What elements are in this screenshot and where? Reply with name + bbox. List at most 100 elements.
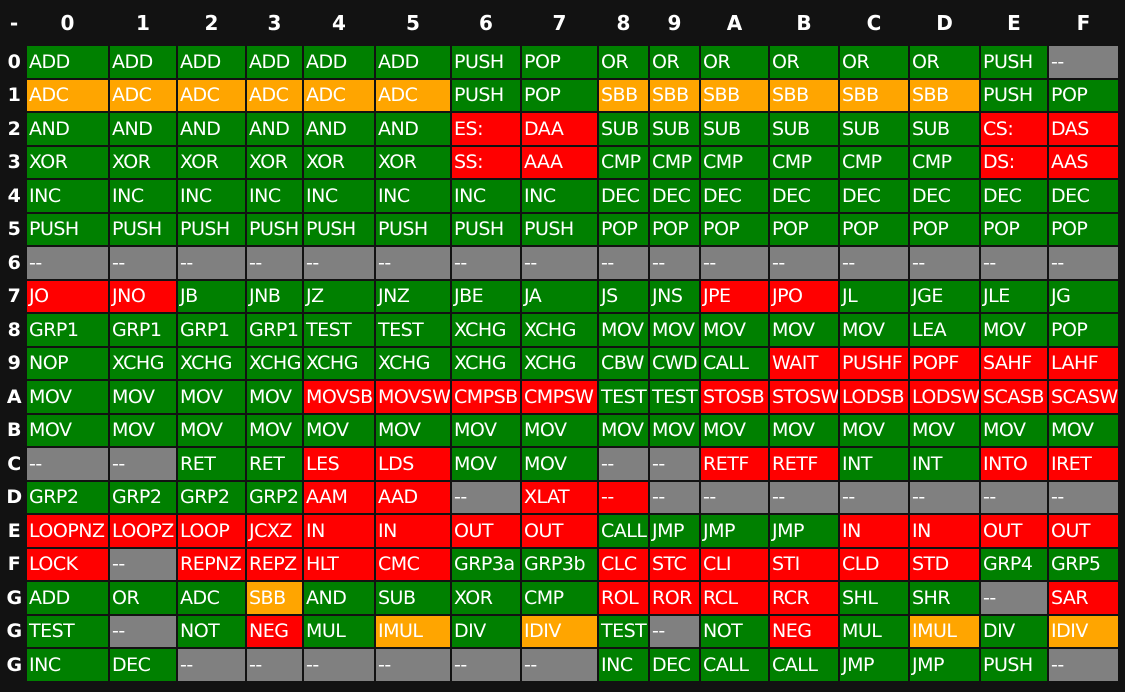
opcode-cell: POP: [1049, 79, 1118, 111]
opcode-cell: OUT: [522, 515, 597, 547]
opcode-cell: MOV: [701, 314, 768, 346]
opcode-cell: STC: [650, 548, 699, 580]
opcode-cell: --: [599, 247, 648, 279]
opcode-cell: TEST: [27, 615, 108, 647]
opcode-cell: INC: [452, 180, 520, 212]
opcode-cell: SUB: [599, 113, 648, 145]
opcode-cell: --: [110, 615, 176, 647]
opcode-cell: DIV: [981, 615, 1047, 647]
opcode-cell: CMP: [701, 146, 768, 178]
opcode-cell: GRP1: [178, 314, 245, 346]
opcode-cell: PUSH: [522, 213, 597, 245]
opcode-cell: POP: [910, 213, 979, 245]
opcode-cell: JG: [1049, 280, 1118, 312]
opcode-cell: INC: [522, 180, 597, 212]
row-header: 2: [7, 117, 21, 140]
opcode-cell: AND: [110, 113, 176, 145]
opcode-cell: SBB: [650, 79, 699, 111]
opcode-cell: CMC: [376, 548, 450, 580]
table-row: 9 NOP XCHG XCHG XCHG XCHG XCHG XCHG XCHG CBW CWD CA…: [3, 347, 1118, 379]
opcode-cell: NOT: [701, 615, 768, 647]
opcode-cell: XCHG: [110, 347, 176, 379]
opcode-cell: --: [981, 582, 1047, 614]
opcode-cell: --: [650, 247, 699, 279]
row-header: A: [6, 385, 22, 408]
opcode-cell: CLD: [840, 548, 908, 580]
opcode-cell: XCHG: [522, 314, 597, 346]
opcode-cell: --: [522, 247, 597, 279]
opcode-cell: XCHG: [452, 347, 520, 379]
column-header: -: [9, 11, 19, 35]
opcode-cell: LAHF: [1049, 347, 1118, 379]
opcode-cell: XOR: [27, 146, 108, 178]
column-header: 8: [616, 11, 631, 35]
opcode-cell: JZ: [304, 280, 374, 312]
row-header: E: [7, 519, 21, 542]
opcode-cell: GRP2: [247, 481, 302, 513]
opcode-cell: IN: [910, 515, 979, 547]
opcode-cell: AAA: [522, 146, 597, 178]
opcode-cell: GRP1: [247, 314, 302, 346]
opcode-cell: CMP: [840, 146, 908, 178]
opcode-cell: MOV: [840, 414, 908, 446]
opcode-cell: JMP: [840, 649, 908, 681]
row-header: 7: [7, 285, 21, 308]
opcode-cell: ADC: [27, 79, 108, 111]
opcode-cell: PUSH: [981, 79, 1047, 111]
opcode-cell: DEC: [650, 180, 699, 212]
opcode-cell: --: [701, 247, 768, 279]
column-header: 3: [267, 11, 282, 35]
opcode-cell: SHR: [910, 582, 979, 614]
opcode-cell: --: [304, 247, 374, 279]
opcode-cell: RET: [247, 448, 302, 480]
opcode-cell: INC: [110, 180, 176, 212]
opcode-cell: MOV: [247, 414, 302, 446]
opcode-cell: TEST: [599, 615, 648, 647]
opcode-cell: STOSB: [701, 381, 768, 413]
opcode-cell: IDIV: [522, 615, 597, 647]
opcode-cell: --: [247, 247, 302, 279]
opcode-cell: XCHG: [452, 314, 520, 346]
opcode-cell: SBB: [840, 79, 908, 111]
opcode-cell: MOV: [110, 381, 176, 413]
table-row: 0 ADD ADD ADD ADD ADD ADD PUSH POP OR OR OR OR OR OR PU…: [3, 46, 1118, 78]
opcode-cell: XCHG: [376, 347, 450, 379]
row-header: 9: [7, 352, 21, 375]
table-row: A MOV MOV MOV MOV MOVSB MOVSW CMPSB CMPSW TEST TES…: [3, 381, 1118, 413]
opcode-cell: POP: [522, 46, 597, 78]
opcode-cell: CS:: [981, 113, 1047, 145]
opcode-cell: AND: [178, 113, 245, 145]
column-header: C: [866, 11, 882, 35]
opcode-cell: DIV: [452, 615, 520, 647]
opcode-cell: OR: [910, 46, 979, 78]
opcode-cell: --: [910, 481, 979, 513]
opcode-cell: OR: [110, 582, 176, 614]
opcode-cell: DEC: [701, 180, 768, 212]
opcode-cell: JCXZ: [247, 515, 302, 547]
opcode-cell: DEC: [981, 180, 1047, 212]
opcode-cell: WAIT: [770, 347, 838, 379]
opcode-cell: LOOPNZ: [27, 515, 108, 547]
opcode-cell: ROL: [599, 582, 648, 614]
opcode-cell: MOV: [27, 414, 108, 446]
opcode-cell: CMPSW: [522, 381, 597, 413]
opcode-cell: CLI: [701, 548, 768, 580]
row-header: 0: [7, 50, 21, 73]
opcode-cell: --: [376, 247, 450, 279]
opcode-cell: JPE: [701, 280, 768, 312]
column-header: 1: [136, 11, 150, 35]
opcode-cell: IDIV: [1049, 615, 1118, 647]
opcode-cell: GRP4: [981, 548, 1047, 580]
opcode-cell: MOV: [110, 414, 176, 446]
opcode-cell: SBB: [247, 582, 302, 614]
row-header: D: [6, 486, 22, 509]
opcode-cell: PUSH: [247, 213, 302, 245]
opcode-cell: SUB: [770, 113, 838, 145]
column-header: 0: [60, 11, 75, 35]
opcode-cell: CMP: [650, 146, 699, 178]
opcode-cell: AAS: [1049, 146, 1118, 178]
opcode-cell: MOV: [650, 414, 699, 446]
opcode-cell: POP: [1049, 213, 1118, 245]
opcode-cell: CMP: [910, 146, 979, 178]
opcode-cell: MOVSW: [376, 381, 450, 413]
